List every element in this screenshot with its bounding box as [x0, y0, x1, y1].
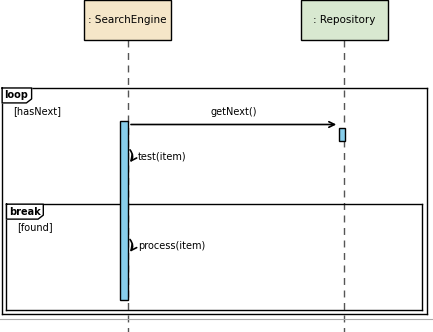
- Bar: [84, 0, 171, 40]
- Bar: [120, 121, 128, 300]
- Polygon shape: [2, 88, 32, 103]
- Bar: [339, 128, 345, 141]
- Polygon shape: [6, 204, 43, 219]
- Text: [found]: [found]: [17, 222, 53, 232]
- Text: getNext(): getNext(): [210, 107, 257, 117]
- Text: break: break: [9, 207, 40, 217]
- Text: : SearchEngine: : SearchEngine: [88, 15, 167, 25]
- Text: : Repository: : Repository: [313, 15, 375, 25]
- Text: process(item): process(item): [138, 241, 205, 251]
- Text: loop: loop: [4, 90, 28, 101]
- Text: [hasNext]: [hasNext]: [13, 106, 61, 116]
- Bar: [301, 0, 388, 40]
- Text: test(item): test(item): [138, 151, 186, 161]
